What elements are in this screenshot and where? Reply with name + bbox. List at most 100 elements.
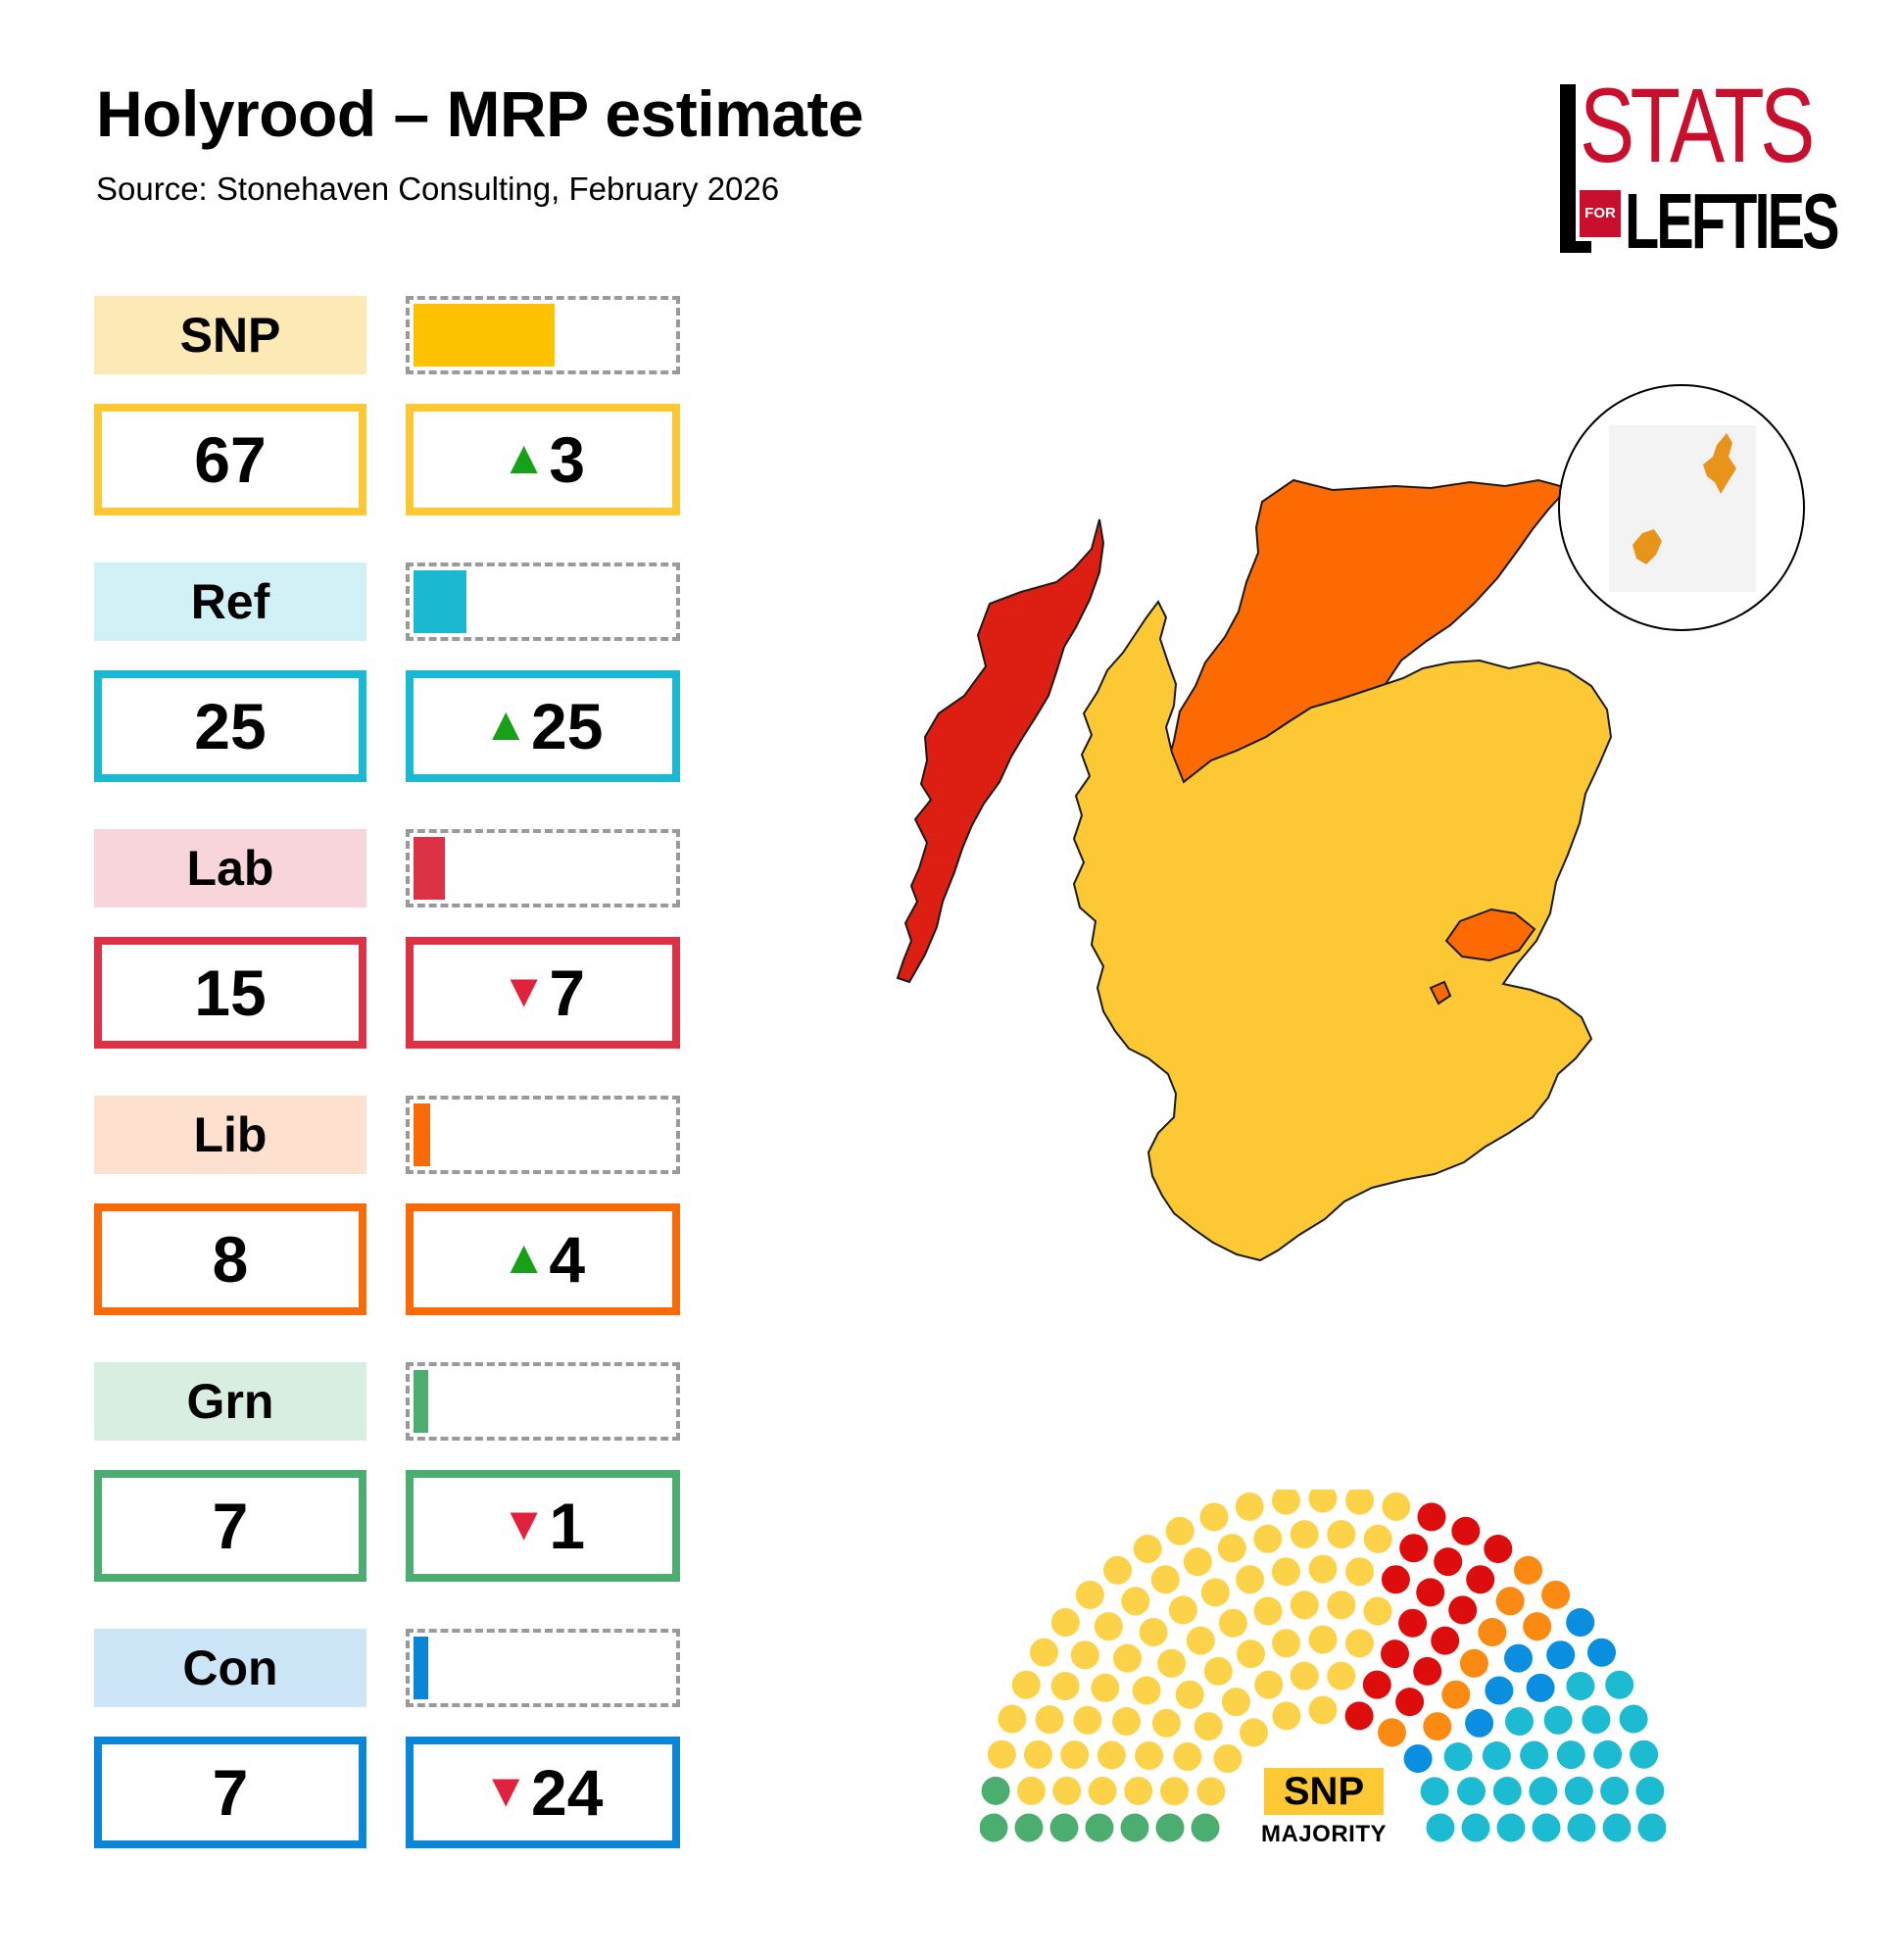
seat-dot-lab <box>1362 1670 1391 1699</box>
seat-dot-snp <box>1240 1718 1268 1747</box>
seat-dot-lab <box>1413 1656 1442 1686</box>
seat-dot-snp <box>1345 1557 1375 1587</box>
seat-dot-snp <box>1023 1740 1052 1769</box>
seat-dot-lib <box>1459 1648 1488 1678</box>
triangle-down-icon: ▼ <box>500 1497 548 1550</box>
triangle-down-icon: ▼ <box>482 1764 530 1817</box>
seat-dot-snp <box>1363 1524 1392 1553</box>
triangle-up-icon: ▲ <box>500 431 548 484</box>
seat-dot-grn <box>1014 1813 1044 1842</box>
seat-dot-snp <box>1132 1676 1161 1705</box>
seat-dot-ref <box>1630 1740 1659 1769</box>
seat-dot-snp <box>1217 1534 1246 1563</box>
seat-dot-ref <box>1496 1813 1526 1842</box>
seat-dot-snp <box>1168 1595 1197 1625</box>
seat-dot-snp <box>1103 1555 1132 1585</box>
seat-count-grn: 7 <box>94 1470 366 1582</box>
seat-count-lab: 15 <box>94 937 366 1049</box>
seat-dot-snp <box>1035 1705 1064 1735</box>
page-title: Holyrood – MRP estimate <box>96 77 864 150</box>
seat-dot-lab <box>1416 1578 1445 1607</box>
scotland-map <box>896 478 1613 1262</box>
seat-dot-snp <box>1097 1740 1126 1770</box>
seat-change-ref: ▲ 25 <box>406 670 680 782</box>
seat-dot-snp <box>1124 1777 1153 1805</box>
seat-dot-grn <box>1155 1813 1185 1842</box>
party-label-snp: SNP <box>94 296 366 374</box>
seat-dot-snp <box>1218 1608 1247 1638</box>
parliament-hemicycle <box>980 1490 1666 1842</box>
map-region-mainland <box>1072 600 1613 1262</box>
seat-bar-frame-snp <box>406 296 680 374</box>
seat-dot-snp <box>1345 1629 1374 1658</box>
seat-dot-ref <box>1567 1813 1596 1842</box>
seat-dot-snp <box>1308 1554 1338 1584</box>
seat-dot-ref <box>1605 1670 1634 1699</box>
seat-dot-snp <box>1236 1565 1265 1594</box>
seat-dot-ref <box>1602 1813 1632 1842</box>
seat-dot-lab <box>1399 1534 1429 1563</box>
stats-for-lefties-logo: STATS FOR LEFTIES <box>1560 73 1840 261</box>
seat-dot-snp <box>1363 1596 1392 1626</box>
seat-dot-snp <box>1235 1492 1264 1521</box>
seat-dot-con <box>1526 1673 1555 1702</box>
triangle-up-icon: ▲ <box>500 1231 548 1284</box>
seat-count-lib: 8 <box>94 1203 366 1315</box>
seat-dot-snp <box>1121 1587 1150 1616</box>
seat-bar-frame-grn <box>406 1362 680 1441</box>
seat-dot-snp <box>1272 1701 1301 1731</box>
seat-dot-snp <box>1151 1708 1181 1738</box>
seat-dot-ref <box>1566 1672 1595 1700</box>
seat-dot-snp <box>998 1704 1027 1734</box>
seat-dot-ref <box>1461 1813 1490 1842</box>
seat-dot-snp <box>1308 1490 1338 1513</box>
seat-dot-con <box>1504 1643 1533 1673</box>
logo-lefties-text: LEFTIES <box>1625 177 1840 265</box>
seat-dot-ref <box>1457 1777 1486 1806</box>
seat-dot-snp <box>1030 1638 1058 1667</box>
seat-bar-grn <box>414 1370 429 1433</box>
seat-dot-ref <box>1582 1705 1611 1735</box>
majority-party-tag: SNP <box>1264 1768 1384 1815</box>
map-region-western-isles <box>896 518 1105 984</box>
seat-dot-snp <box>1088 1777 1117 1805</box>
seat-dot-lib <box>1523 1612 1552 1642</box>
seat-dot-snp <box>1290 1661 1319 1690</box>
seat-dot-ref <box>1520 1740 1549 1770</box>
seat-dot-ref <box>1564 1776 1593 1805</box>
seat-dot-ref <box>1482 1741 1511 1770</box>
seat-dot-snp <box>1173 1742 1202 1771</box>
seat-bar-ref <box>414 570 466 633</box>
seat-dot-con <box>1485 1676 1514 1705</box>
seat-dot-snp <box>1016 1776 1046 1805</box>
seat-dot-ref <box>1556 1740 1585 1770</box>
seat-dot-con <box>1587 1638 1616 1667</box>
seat-dot-snp <box>1160 1777 1189 1806</box>
seat-dot-snp <box>1327 1591 1356 1620</box>
seat-bar-snp <box>414 304 555 367</box>
map-region-fife <box>1444 907 1536 962</box>
seat-dot-lib <box>1441 1680 1471 1709</box>
seat-dot-lab <box>1466 1565 1495 1594</box>
seat-dot-ref <box>1637 1813 1666 1842</box>
seat-dot-lib <box>1514 1555 1542 1585</box>
northern-isles-inset <box>1558 384 1805 631</box>
seat-bar-lib <box>414 1103 431 1166</box>
seat-dot-snp <box>1157 1648 1187 1678</box>
seat-dot-lab <box>1344 1701 1374 1731</box>
seat-dot-snp <box>1194 1712 1223 1741</box>
seat-dot-snp <box>1272 1629 1300 1658</box>
seat-dot-lab <box>1395 1688 1425 1717</box>
logo-for-box: FOR <box>1580 190 1621 237</box>
seat-dot-snp <box>1308 1695 1338 1725</box>
seat-dot-snp <box>1221 1688 1250 1717</box>
seat-dot-snp <box>1253 1524 1283 1553</box>
seat-dot-lib <box>1378 1718 1406 1747</box>
seat-dot-lab <box>1484 1535 1513 1563</box>
seat-dot-snp <box>1308 1625 1338 1654</box>
seat-count-con: 7 <box>94 1737 366 1848</box>
seat-dot-snp <box>1196 1777 1226 1806</box>
seat-dot-lab <box>1381 1640 1409 1669</box>
source-subtitle: Source: Stonehaven Consulting, February … <box>96 171 780 207</box>
seat-dot-snp <box>1113 1643 1142 1673</box>
